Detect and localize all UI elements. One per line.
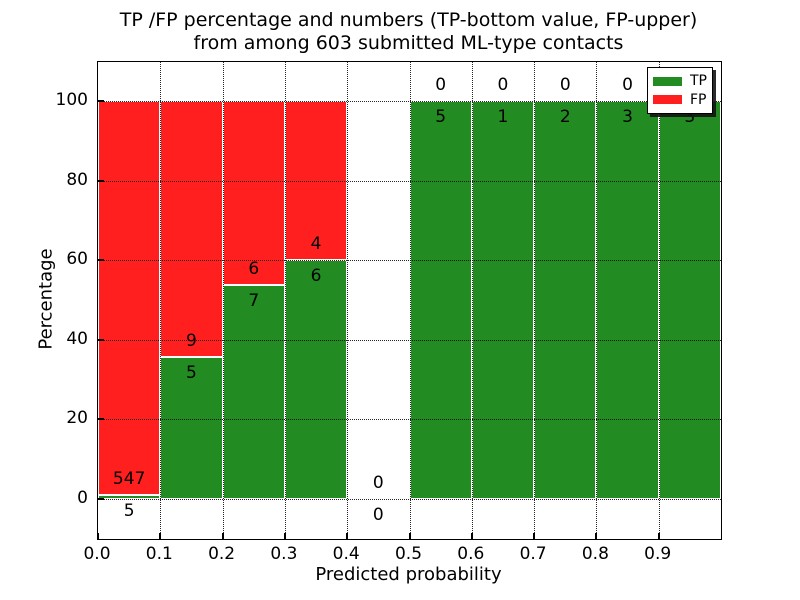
x-tick-mark bbox=[159, 533, 162, 539]
y-tick-label: 80 bbox=[66, 169, 88, 190]
x-tick-mark bbox=[408, 533, 411, 539]
legend-item-tp: TP bbox=[653, 74, 707, 88]
x-tick-mark bbox=[533, 533, 536, 539]
x-tick-mark bbox=[221, 533, 224, 539]
tp-bar bbox=[471, 101, 535, 499]
tp-bar bbox=[222, 284, 285, 499]
y-tick-label: 0 bbox=[77, 488, 88, 508]
x-tick-label: 0.9 bbox=[644, 544, 672, 564]
x-axis-label: Predicted probability bbox=[315, 564, 502, 585]
legend-label-tp: TP bbox=[690, 73, 707, 90]
tp-count-label: 5 bbox=[186, 362, 197, 383]
fp-count-label: 0 bbox=[497, 75, 509, 95]
x-tick-label: 0.3 bbox=[270, 544, 298, 564]
x-tick-mark bbox=[283, 533, 286, 539]
plot-area: 5475956746000501020303 bbox=[97, 61, 722, 540]
x-tick-label: 0.1 bbox=[145, 544, 173, 564]
tp-bar bbox=[284, 260, 348, 499]
fp-count-label: 4 bbox=[310, 234, 322, 255]
x-tick-label: 0.2 bbox=[208, 544, 236, 564]
tp-bar bbox=[160, 356, 223, 499]
x-tick-mark bbox=[657, 533, 660, 539]
tp-count-label: 1 bbox=[497, 107, 509, 127]
fp-count-label: 0 bbox=[372, 473, 384, 493]
fp-count-label: 0 bbox=[622, 75, 633, 95]
x-tick-mark bbox=[346, 533, 349, 539]
x-tick-label: 0.0 bbox=[83, 544, 111, 564]
legend: TP FP bbox=[647, 67, 713, 114]
y-tick-label: 40 bbox=[66, 328, 88, 349]
v-gridline bbox=[160, 62, 162, 539]
x-tick-label: 0.5 bbox=[394, 544, 423, 564]
chart-title-line1: TP /FP percentage and numbers (TP-bottom… bbox=[119, 9, 698, 31]
x-tick-label: 0.4 bbox=[332, 544, 360, 564]
v-gridline bbox=[658, 62, 660, 539]
y-tick-mark bbox=[98, 498, 104, 500]
y-tick-mark bbox=[98, 259, 104, 262]
tp-bar bbox=[658, 101, 721, 499]
x-tick-label: 0.6 bbox=[457, 544, 485, 564]
v-gridline bbox=[471, 62, 473, 539]
tp-count-label: 3 bbox=[684, 107, 696, 127]
v-gridline bbox=[409, 62, 411, 539]
fp-count-label: 0 bbox=[435, 75, 447, 95]
tp-count-label: 0 bbox=[372, 505, 384, 525]
x-tick-mark bbox=[470, 533, 473, 539]
y-tick-mark bbox=[98, 179, 104, 182]
tp-count-label: 6 bbox=[310, 266, 322, 287]
fp-bar bbox=[222, 101, 285, 285]
tp-count-label: 2 bbox=[559, 107, 571, 127]
x-tick-label: 0.8 bbox=[581, 544, 609, 564]
y-tick-mark bbox=[98, 338, 104, 341]
chart-title: TP /FP percentage and numbers (TP-bottom… bbox=[97, 9, 720, 55]
fp-count-label: 9 bbox=[186, 330, 197, 351]
y-tick-mark bbox=[98, 418, 104, 421]
tp-legend-swatch-icon bbox=[653, 76, 682, 86]
y-tick-label: 20 bbox=[66, 408, 88, 429]
tp-bar bbox=[98, 495, 161, 499]
tp-count-label: 3 bbox=[622, 107, 633, 127]
y-tick-mark bbox=[98, 100, 104, 102]
v-gridline bbox=[222, 62, 224, 539]
v-gridline bbox=[347, 62, 349, 539]
x-tick-mark bbox=[595, 533, 598, 539]
fp-bar bbox=[98, 101, 161, 496]
x-tick-label: 0.7 bbox=[519, 544, 547, 564]
fp-legend-swatch-icon bbox=[653, 95, 682, 105]
fp-count-label: 0 bbox=[559, 75, 571, 95]
v-gridline bbox=[284, 62, 286, 539]
fp-bar bbox=[160, 101, 223, 357]
v-gridline bbox=[534, 62, 536, 539]
tp-bar bbox=[409, 101, 472, 499]
fp-count-label: 6 bbox=[248, 258, 260, 279]
tp-count-label: 5 bbox=[123, 501, 135, 522]
tp-bar bbox=[534, 101, 597, 499]
legend-label-fp: FP bbox=[690, 91, 707, 108]
legend-item-fp: FP bbox=[653, 93, 707, 107]
x-tick-mark bbox=[97, 533, 99, 539]
tp-count-label: 7 bbox=[248, 290, 260, 311]
y-tick-label: 60 bbox=[66, 249, 88, 270]
fp-count-label: 547 bbox=[112, 469, 146, 490]
y-tick-label: 100 bbox=[55, 90, 88, 110]
chart-title-line2: from among 603 submitted ML-type contact… bbox=[193, 32, 624, 54]
tp-count-label: 5 bbox=[435, 107, 447, 127]
v-gridline bbox=[596, 62, 598, 539]
tp-bar bbox=[596, 101, 659, 499]
